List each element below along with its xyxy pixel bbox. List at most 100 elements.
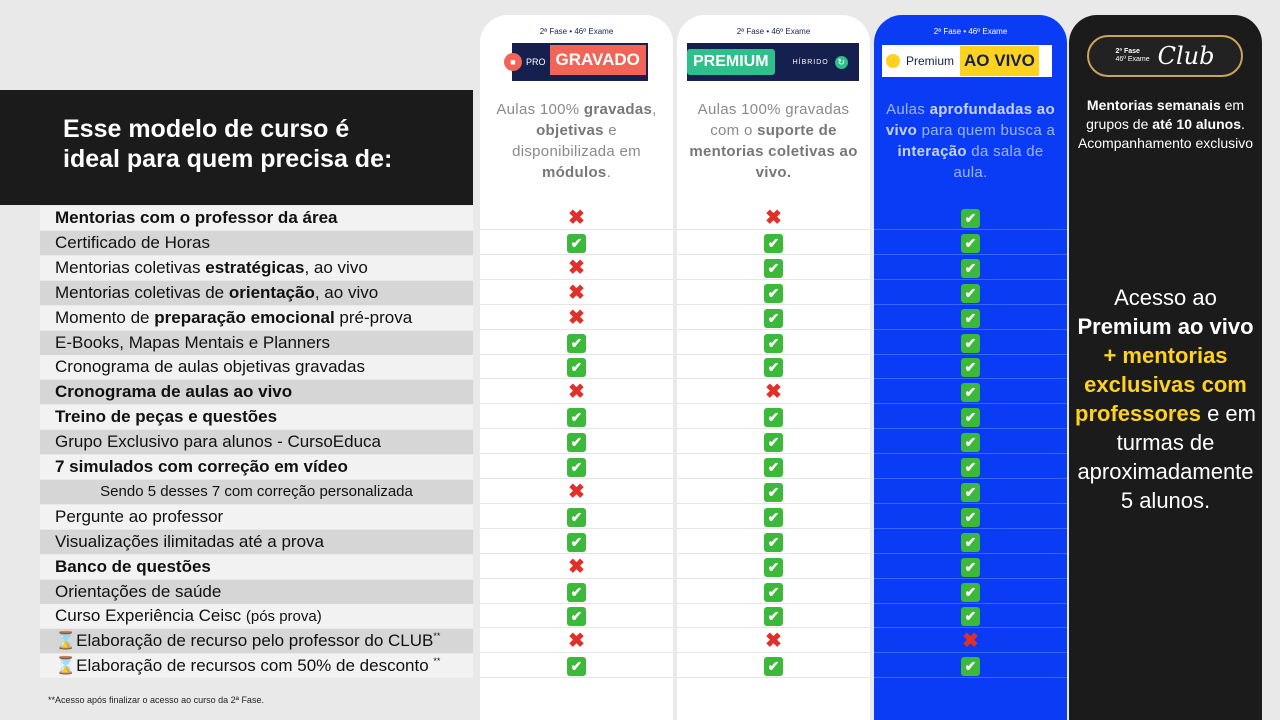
cross-icon: ✖: [480, 281, 673, 305]
cross-icon: ✖: [480, 555, 673, 579]
check-icon: ✔: [677, 231, 870, 255]
check-icon: ✔: [480, 455, 673, 479]
footnote: **Acesso após finalizar o acesso ao curs…: [48, 695, 264, 705]
text-segment: Orientações de saúde: [55, 581, 222, 601]
text-segment: orientação: [228, 282, 315, 302]
check-icon: ✔: [677, 654, 870, 679]
feature-row-label: Pergunte ao professor: [40, 504, 473, 529]
feature-row-label: Momento de preparação emocional pré-prov…: [40, 305, 473, 330]
text-segment: Pergunte ao professor: [55, 506, 224, 526]
text-segment: E-Books, Mapas Mentais e Planners: [55, 332, 330, 352]
check-icon: ✔: [677, 405, 870, 430]
feature-row-label: Banco de questões: [40, 554, 473, 579]
feature-row-label: Sendo 5 desses 7 com correção personaliz…: [40, 479, 473, 504]
hero-title: Esse modelo de curso é ideal para quem p…: [0, 90, 473, 205]
text-segment: Aulas 100%: [496, 101, 584, 118]
feature-row-label: Treino de peças e questões: [40, 405, 473, 430]
club-benefits-text: Acesso ao Premium ao vivo + mentorias ex…: [1069, 283, 1262, 515]
feature-row-label: Certificado de Horas: [40, 230, 473, 255]
text-segment: Sendo 5 desses 7 com correção personaliz…: [100, 482, 413, 500]
feature-row-label: Mentorias com o professor da área: [40, 206, 473, 230]
check-icon: ✔: [677, 530, 870, 554]
check-icon: ✔: [874, 480, 1067, 504]
check-icon: ✔: [480, 355, 673, 380]
check-icon: ✔: [480, 505, 673, 529]
text-segment: Acesso ao: [1114, 285, 1217, 310]
text-segment: e disponibilizada em: [512, 122, 641, 160]
feature-row-label: E-Books, Mapas Mentais e Planners: [40, 330, 473, 355]
text-segment: Mentorias coletivas: [55, 257, 206, 277]
text-segment: aprofundadas ao vivo: [885, 101, 1055, 139]
check-icon: ✔: [874, 231, 1067, 255]
sync-icon: ↻: [834, 55, 848, 69]
text-segment: Mentorias com o professor da área: [55, 208, 338, 227]
text-segment: **: [433, 631, 441, 642]
premium-hibrido-logo: PREMIUM HÍBRIDO ↻: [687, 43, 859, 81]
feature-row-label: Cronograma de aulas ao vivo: [40, 380, 473, 405]
text-segment: Mentorias semanais: [1086, 97, 1221, 113]
text-segment: e em turmas de aproximadamente 5 alunos.: [1077, 401, 1256, 513]
text-segment: , ao vivo: [314, 282, 379, 302]
feature-row-label: Curso Experiência Ceisc (pós prova): [40, 604, 473, 629]
text-segment: Aulas: [886, 101, 930, 118]
text-segment: em grupos de: [1086, 97, 1245, 132]
plan-description: Aulas aprofundadas ao vivo para quem bus…: [880, 99, 1061, 183]
lightning-icon: ⚡: [886, 54, 900, 68]
check-icon: ✔: [874, 331, 1067, 355]
text-segment: Curso Experiência Ceisc: [55, 606, 246, 626]
feature-row-label: Grupo Exclusivo para alunos - CursoEduca: [40, 430, 473, 455]
text-segment: Mentorias coletivas de: [55, 282, 229, 302]
text-segment: para quem busca a: [917, 122, 1056, 139]
text-segment: . Acompanhamento exclusivo: [1077, 116, 1254, 151]
check-icon: ✔: [874, 604, 1067, 629]
check-icon: ✔: [480, 231, 673, 255]
check-icon: ✔: [480, 604, 673, 629]
check-icon: ✔: [480, 530, 673, 554]
text-segment: Grupo Exclusivo para alunos - CursoEduca: [55, 432, 381, 452]
text-segment: Treino de peças e questões: [55, 407, 278, 427]
check-icon: ✔: [677, 604, 870, 629]
check-icon: ✔: [677, 281, 870, 305]
text-segment: (pós prova): [245, 608, 322, 626]
text-segment: Certificado de Horas: [55, 232, 210, 252]
text-segment: Visualizações ilimitadas até a prova: [55, 531, 324, 551]
check-icon: ✔: [874, 405, 1067, 430]
text-segment: + mentorias exclusivas com professores: [1075, 343, 1247, 426]
check-icon: ✔: [480, 405, 673, 430]
text-segment: Momento de: [55, 307, 155, 327]
check-icon: ✔: [874, 430, 1067, 455]
plan-description: Aulas 100% gravadas com o suporte de men…: [683, 99, 864, 183]
text-segment: , ao vivo: [304, 257, 368, 277]
text-segment: estratégicas: [205, 257, 305, 277]
text-segment: .: [606, 164, 612, 181]
text-segment: Cronograma de aulas ao vivo: [55, 382, 293, 402]
text-segment: Banco de questões: [55, 556, 211, 576]
text-segment: Premium ao vivo: [1077, 314, 1254, 339]
text-segment: gravadas: [583, 101, 653, 118]
check-icon: ✔: [677, 430, 870, 455]
cross-icon: ✖: [874, 629, 1067, 654]
text-segment: Cronograma de aulas objetivas gravadas: [55, 357, 365, 377]
text-segment: ,: [652, 101, 657, 118]
cross-icon: ✖: [480, 480, 673, 504]
feature-row-label: Orientações de saúde: [40, 579, 473, 604]
check-icon: ✔: [874, 355, 1067, 380]
text-segment: módulos: [541, 164, 607, 181]
check-icon: ✔: [480, 580, 673, 604]
feature-row-label: Visualizações ilimitadas até a prova: [40, 529, 473, 554]
text-segment: preparação emocional: [154, 307, 335, 327]
cross-icon: ✖: [480, 256, 673, 280]
plan-column-club: 2ª Fase 46º Exame Club Mentorias semanais…: [1069, 15, 1262, 720]
text-segment: 7 simulados com correção em vídeo: [55, 457, 348, 476]
check-icon: ✔: [677, 555, 870, 579]
check-icon: ✔: [874, 306, 1067, 330]
check-icon: ✔: [874, 580, 1067, 604]
check-icon: ✔: [677, 505, 870, 529]
text-segment: ⌛Elaboração de recursos com 50% de desco…: [55, 656, 434, 676]
feature-row-label: ⌛Elaboração de recursos com 50% de desco…: [40, 654, 473, 679]
check-icon: ✔: [874, 281, 1067, 305]
plan-description: Mentorias semanais em grupos de até 10 a…: [1075, 96, 1256, 153]
cross-icon: ✖: [677, 629, 870, 654]
check-icon: ✔: [677, 580, 870, 604]
text-segment: objetivas: [536, 122, 604, 139]
